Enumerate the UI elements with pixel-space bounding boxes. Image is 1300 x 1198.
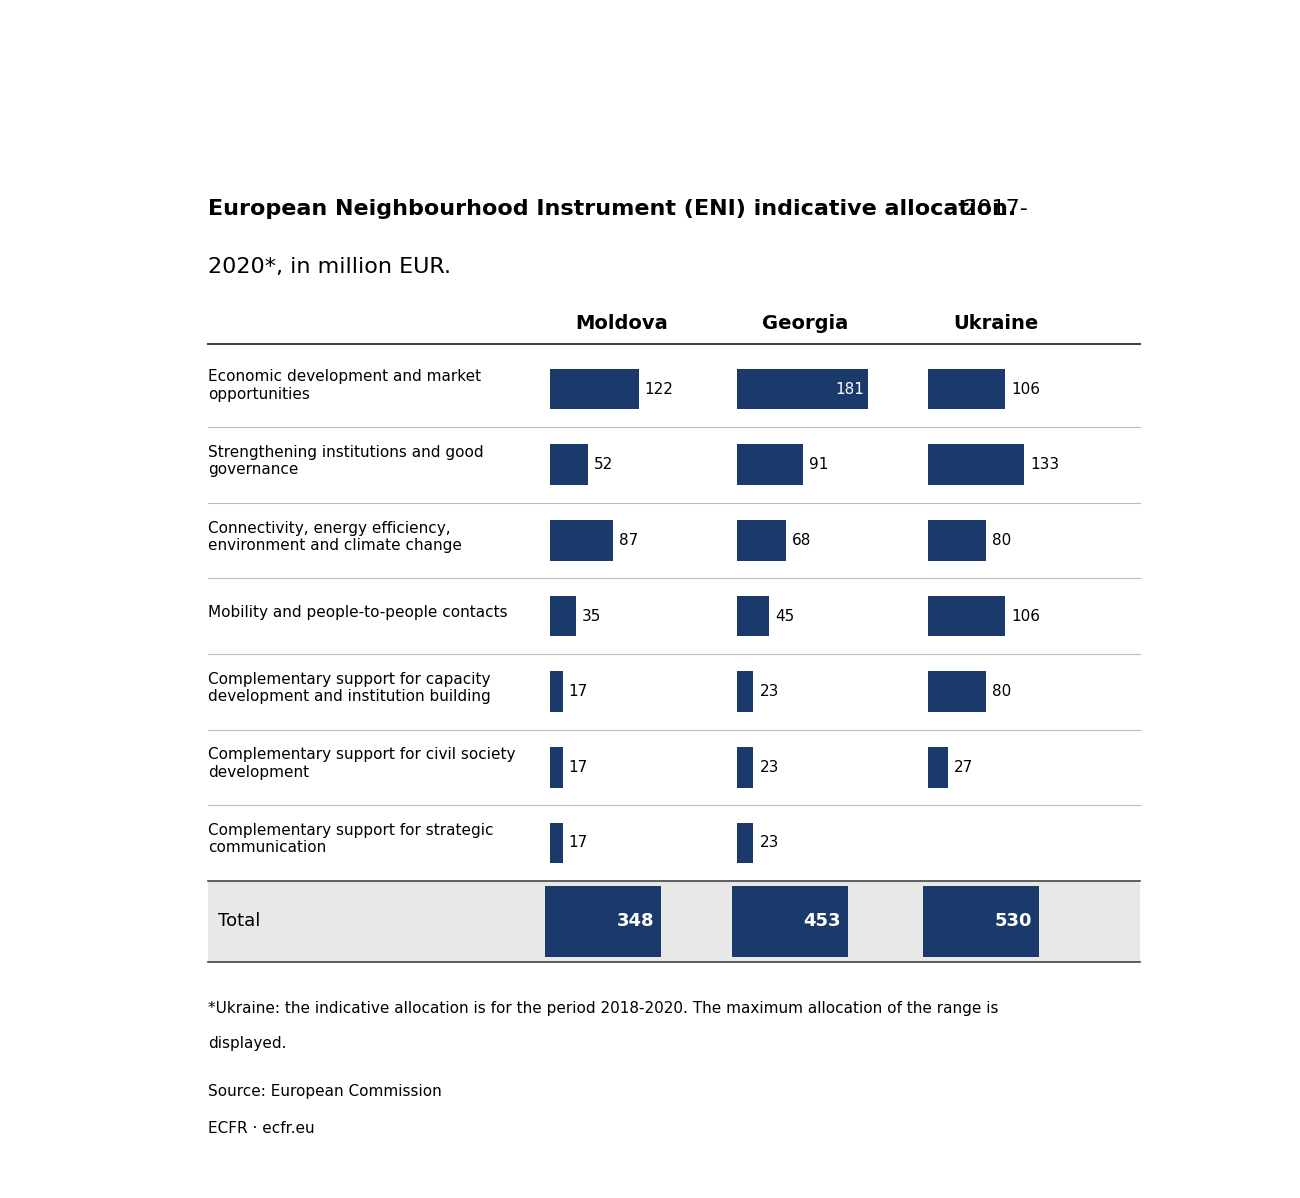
Text: Ukraine: Ukraine: [953, 314, 1039, 333]
Bar: [928, 520, 987, 561]
Text: 23: 23: [759, 835, 779, 851]
Text: 17: 17: [568, 835, 588, 851]
Bar: [928, 444, 1024, 485]
Bar: [928, 595, 1005, 636]
Bar: [737, 595, 770, 636]
Bar: [550, 369, 638, 410]
Text: 530: 530: [994, 913, 1032, 931]
Bar: [928, 748, 948, 787]
Text: 17: 17: [568, 760, 588, 775]
Bar: [923, 885, 1039, 957]
Text: Complementary support for civil society
development: Complementary support for civil society …: [208, 748, 515, 780]
Text: 122: 122: [645, 382, 673, 397]
Text: 17: 17: [568, 684, 588, 700]
Bar: [928, 671, 987, 712]
Text: *Ukraine: the indicative allocation is for the period 2018-2020. The maximum all: *Ukraine: the indicative allocation is f…: [208, 1000, 998, 1016]
Text: 23: 23: [759, 684, 779, 700]
Text: European Neighbourhood Instrument (ENI) indicative allocation.: European Neighbourhood Instrument (ENI) …: [208, 199, 1017, 219]
Bar: [550, 444, 588, 485]
Bar: [737, 671, 754, 712]
Bar: [208, 881, 1140, 962]
Text: Georgia: Georgia: [762, 314, 848, 333]
Bar: [550, 671, 563, 712]
Bar: [737, 520, 786, 561]
Text: 52: 52: [594, 458, 614, 472]
Text: Source: European Commission: Source: European Commission: [208, 1084, 442, 1099]
Bar: [928, 369, 1005, 410]
Bar: [737, 444, 802, 485]
Text: 23: 23: [759, 760, 779, 775]
Text: 35: 35: [582, 609, 601, 624]
Text: displayed.: displayed.: [208, 1036, 286, 1051]
Text: Connectivity, energy efficiency,
environment and climate change: Connectivity, energy efficiency, environ…: [208, 520, 462, 553]
Text: 181: 181: [835, 382, 863, 397]
Text: Moldova: Moldova: [576, 314, 668, 333]
Text: 453: 453: [803, 913, 841, 931]
Text: 27: 27: [954, 760, 972, 775]
Text: 2020*, in million EUR.: 2020*, in million EUR.: [208, 258, 451, 277]
Text: Strengthening institutions and good
governance: Strengthening institutions and good gove…: [208, 444, 484, 477]
Text: 80: 80: [992, 533, 1011, 547]
Text: 80: 80: [992, 684, 1011, 700]
Text: Mobility and people-to-people contacts: Mobility and people-to-people contacts: [208, 605, 507, 619]
Bar: [550, 823, 563, 864]
Bar: [550, 748, 563, 787]
Text: 348: 348: [616, 913, 654, 931]
Text: 68: 68: [792, 533, 811, 547]
Text: 106: 106: [1011, 382, 1040, 397]
Text: 45: 45: [775, 609, 794, 624]
Text: Complementary support for capacity
development and institution building: Complementary support for capacity devel…: [208, 672, 490, 704]
Bar: [732, 885, 848, 957]
Text: 91: 91: [809, 458, 828, 472]
Bar: [546, 885, 662, 957]
Bar: [550, 595, 576, 636]
Text: 2017-: 2017-: [957, 199, 1028, 219]
Text: Complementary support for strategic
communication: Complementary support for strategic comm…: [208, 823, 493, 855]
Text: ECFR · ecfr.eu: ECFR · ecfr.eu: [208, 1120, 315, 1136]
Bar: [550, 520, 614, 561]
Text: 133: 133: [1031, 458, 1060, 472]
Bar: [737, 748, 754, 787]
Text: Economic development and market
opportunities: Economic development and market opportun…: [208, 369, 481, 401]
Bar: [737, 823, 754, 864]
Bar: [737, 369, 868, 410]
Text: 106: 106: [1011, 609, 1040, 624]
Text: 87: 87: [619, 533, 638, 547]
Text: Total: Total: [218, 913, 260, 931]
